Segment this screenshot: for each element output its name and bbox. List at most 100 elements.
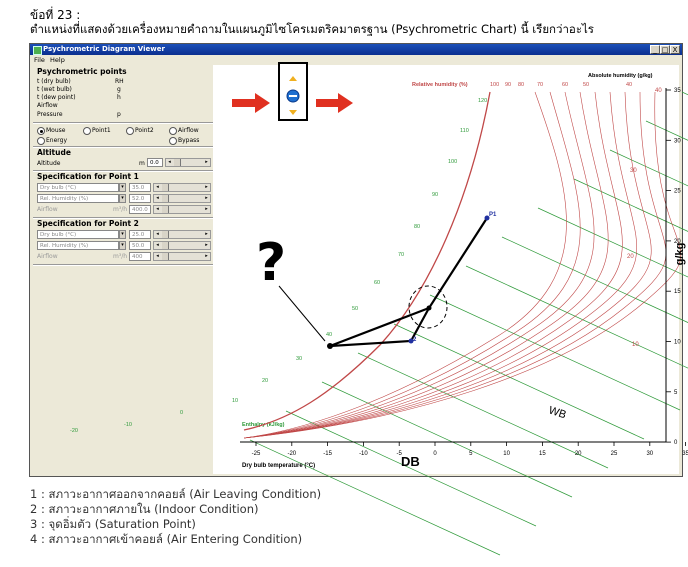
spec1-field1-select[interactable]: Dry bulb (°C) (37, 183, 119, 192)
spec2-field2-value[interactable]: 50.0 (129, 241, 151, 250)
enthalpy-tick-label: 120 (478, 98, 487, 104)
radio-energy[interactable] (37, 137, 45, 145)
spec2-field2-slider[interactable]: ◂ ▸ (153, 241, 211, 250)
x-tick-label: 30 (646, 451, 653, 457)
question-number: ข้อที่ 23 : (30, 8, 81, 22)
rh-tick-label: 80 (518, 82, 524, 88)
right-axis-label: g/kg (674, 243, 686, 266)
spec1-field1-slider[interactable]: ◂ ▸ (153, 183, 211, 192)
option-2[interactable]: 2 : สภาวะอากาศภายใน (Indoor Condition) (30, 502, 259, 516)
spec2-field2-select[interactable]: Rel. Humidity (%) (37, 241, 119, 250)
close-button[interactable]: X (670, 45, 680, 54)
menu-file[interactable]: File (34, 56, 45, 64)
rh-tick-label: 100 (490, 82, 499, 88)
point1-marker (484, 215, 490, 221)
right-tick-label: 20 (674, 239, 681, 245)
enthalpy-right-label: 10 (632, 342, 639, 348)
spec1-airflow-slider[interactable]: ◂ ▸ (153, 205, 211, 214)
enthalpy-right-label: 30 (630, 168, 637, 174)
wet-bulb-line (249, 439, 501, 556)
altitude-input[interactable]: 0.0 (147, 158, 163, 167)
option-3[interactable]: 3 : จุดอิ่มตัว (Saturation Point) (30, 517, 196, 531)
window-title: Psychrometric Diagram Viewer (43, 45, 165, 53)
enthalpy-tick-label: 60 (374, 280, 380, 286)
wet-bulb-line (393, 323, 645, 440)
spec1-field1-value[interactable]: 35.0 (129, 183, 151, 192)
right-tick-label: 10 (674, 340, 681, 346)
minimize-button[interactable]: _ (650, 45, 660, 54)
divider (33, 122, 213, 124)
rh-tick-label: 40 (626, 82, 632, 88)
x-tick-label: -10 (359, 451, 368, 457)
rh-tick-label: 60 (562, 82, 568, 88)
radio-mouse[interactable] (37, 127, 45, 135)
chevron-down-icon[interactable]: ▾ (119, 183, 126, 192)
right-tick-label: 5 (674, 390, 678, 396)
wet-bulb-line (357, 352, 609, 469)
spec2-field1-select[interactable]: Dry bulb (°C) (37, 230, 119, 239)
rh-tick-label: 90 (505, 82, 511, 88)
x-tick-label: 20 (575, 451, 582, 457)
enthalpy-tick-label: 70 (398, 252, 404, 258)
enthalpy-tick-label: -10 (124, 422, 132, 428)
spec2-airflow-label: Airflow (37, 253, 58, 260)
spec1-field2-select[interactable]: Rel. Humidity (%) (37, 194, 119, 203)
spec2-airflow-slider[interactable]: ◂ ▸ (153, 252, 211, 261)
x-tick-label: 25 (611, 451, 618, 457)
x-tick-label: -25 (252, 451, 261, 457)
radio-point1-label: Point1 (92, 127, 111, 134)
down-arrow-icon[interactable] (289, 110, 297, 115)
right-tick-label: 30 (674, 138, 681, 144)
wet-bulb-line (681, 91, 688, 96)
menu-help[interactable]: Help (50, 56, 65, 64)
rh-curve (243, 91, 595, 439)
right-tick-label: 25 (674, 189, 681, 195)
spec2-title: Specification for Point 2 (37, 219, 139, 228)
rh-tick-labels: 100 90 80 70 60 50 40 (490, 82, 632, 88)
radio-airflow-label: Airflow (178, 127, 199, 134)
divider (33, 146, 213, 148)
right-tick-label: 0 (674, 440, 678, 446)
spec1-airflow-value[interactable]: 400.0 (129, 205, 151, 214)
spec2-field1-slider[interactable]: ◂ ▸ (153, 230, 211, 239)
x-axis-title: Dry bulb temperature (°C) (242, 463, 315, 469)
rh-curve (243, 91, 637, 439)
rh-curve (243, 91, 623, 439)
rh-header: Relative humidity (%) (412, 82, 468, 88)
mixed-point-marker (426, 305, 432, 311)
option-4[interactable]: 4 : สภาวะอากาศเข้าคอยล์ (Air Entering Co… (30, 532, 303, 546)
mixing-line (329, 306, 430, 348)
rh-curve (243, 91, 667, 439)
row-dew-point-unit: h (117, 94, 121, 101)
chevron-down-icon[interactable]: ▾ (119, 194, 126, 203)
radio-point1[interactable] (83, 127, 91, 135)
option-1[interactable]: 1 : สภาวะอากาศออกจากคอยล์ (Air Leaving C… (30, 487, 322, 501)
radio-mouse-label: Mouse (46, 127, 66, 134)
wet-bulb-line (609, 149, 688, 187)
chevron-down-icon[interactable]: ▾ (119, 241, 126, 250)
maximize-button[interactable]: □ (660, 45, 670, 54)
spec2-airflow-value[interactable]: 400 (129, 252, 151, 261)
spec1-field2-slider[interactable]: ◂ ▸ (153, 194, 211, 203)
spec1-title: Specification for Point 1 (37, 172, 139, 181)
rh-tick-label: 70 (537, 82, 543, 88)
point2-label: 2 (413, 337, 417, 343)
altitude-slider[interactable]: ◂ ▸ (165, 158, 211, 167)
up-arrow-icon[interactable] (289, 76, 297, 81)
altitude-title: Altitude (37, 148, 71, 157)
right-tick-label: 35 (674, 88, 681, 94)
spec2-field1-value[interactable]: 25.0 (129, 230, 151, 239)
radio-point2[interactable] (126, 127, 134, 135)
pointer-line (278, 285, 326, 342)
rh-tick-label: 50 (583, 82, 589, 88)
radio-airflow[interactable] (169, 127, 177, 135)
spec2-airflow-unit: m³/h (113, 253, 128, 260)
chevron-down-icon[interactable]: ▾ (119, 230, 126, 239)
spec1-field2-value[interactable]: 52.0 (129, 194, 151, 203)
saturation-curve (243, 91, 491, 431)
enthalpy-tick-label: 30 (296, 356, 302, 362)
radio-bypass[interactable] (169, 137, 177, 145)
arrow-right-icon (316, 93, 353, 113)
